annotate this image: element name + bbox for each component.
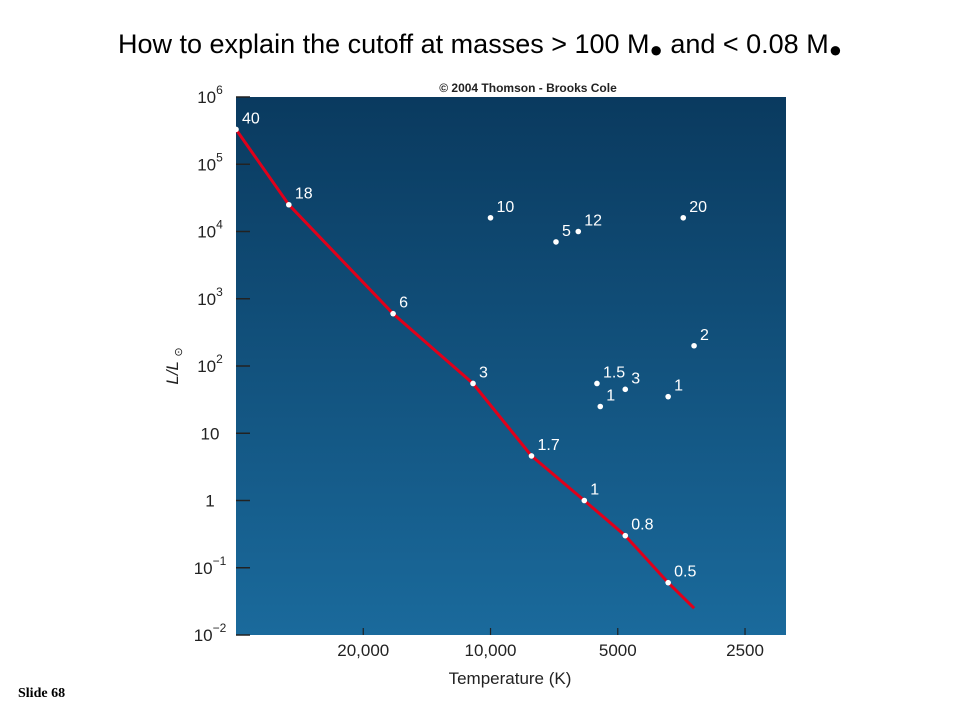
data-point xyxy=(528,453,535,459)
data-label: 2 xyxy=(700,327,709,344)
data-point xyxy=(487,214,494,221)
data-point xyxy=(680,214,687,221)
y-tick-label: 106 xyxy=(197,83,223,107)
y-tick-label: 1 xyxy=(205,492,214,511)
data-label: 1.7 xyxy=(537,437,559,454)
y-tick-label: 104 xyxy=(197,218,223,242)
copyright-text: © 2004 Thomson - Brooks Cole xyxy=(439,81,617,95)
data-point xyxy=(622,386,629,393)
x-tick-label: 5000 xyxy=(599,641,637,660)
slide-title: How to explain the cutoff at masses > 10… xyxy=(0,22,960,66)
sun-symbol-icon: ⊙ xyxy=(173,347,185,356)
data-point xyxy=(233,126,239,133)
data-point xyxy=(286,201,292,208)
x-tick-label: 10,000 xyxy=(465,641,517,660)
data-point xyxy=(594,380,600,387)
data-label: 1 xyxy=(674,378,683,395)
data-label: 18 xyxy=(295,186,313,203)
sun-symbol-icon: ● xyxy=(828,37,842,62)
data-label: 5 xyxy=(562,223,571,240)
data-point xyxy=(665,579,671,586)
y-tick-label: 103 xyxy=(197,285,223,309)
svg-text:L/L ⊙: L/L ⊙ xyxy=(163,347,185,384)
data-label: 1 xyxy=(590,482,599,499)
data-point xyxy=(581,497,588,504)
slide-number: Slide 68 xyxy=(18,686,66,701)
data-label: 1 xyxy=(606,387,615,404)
data-label: 1.5 xyxy=(603,364,625,381)
x-axis-label: Temperature (K) xyxy=(449,669,572,688)
y-tick-label: 10 xyxy=(201,424,220,443)
data-point xyxy=(470,380,476,387)
x-tick-label: 2500 xyxy=(726,641,764,660)
data-label: 20 xyxy=(689,199,707,216)
data-point xyxy=(622,532,629,539)
data-point xyxy=(390,310,396,317)
x-tick-label: 20,000 xyxy=(337,641,389,660)
data-label: 6 xyxy=(399,295,408,312)
data-label: 3 xyxy=(479,364,488,381)
data-label: 0.5 xyxy=(674,564,696,581)
x-axis: 20,000 10,000 5000 2500 xyxy=(337,628,764,660)
data-label: 0.8 xyxy=(631,517,653,534)
y-axis-label: L/L xyxy=(163,361,182,384)
y-tick-label: 10−1 xyxy=(194,554,227,578)
y-tick-label: 105 xyxy=(197,150,223,174)
data-label: 3 xyxy=(631,370,640,387)
y-axis-label-group: L/L ⊙ xyxy=(163,347,185,384)
data-point xyxy=(553,239,559,245)
title-and-text: and < 0.08 M xyxy=(662,29,829,59)
data-point xyxy=(691,342,697,349)
y-axis: 10−2 10−1 1 10 102 103 104 105 106 xyxy=(194,83,250,645)
sun-symbol-icon: ● xyxy=(649,37,663,62)
plot-background xyxy=(236,97,786,635)
data-point xyxy=(575,228,582,235)
data-label: 12 xyxy=(584,213,602,230)
y-tick-label: 10−2 xyxy=(194,621,227,645)
title-main-text: How to explain the cutoff at masses > 10… xyxy=(117,29,650,59)
data-point xyxy=(665,393,671,400)
data-label: 40 xyxy=(242,110,260,127)
y-tick-label: 102 xyxy=(197,352,223,376)
data-point xyxy=(597,403,604,410)
data-label: 10 xyxy=(497,199,515,216)
